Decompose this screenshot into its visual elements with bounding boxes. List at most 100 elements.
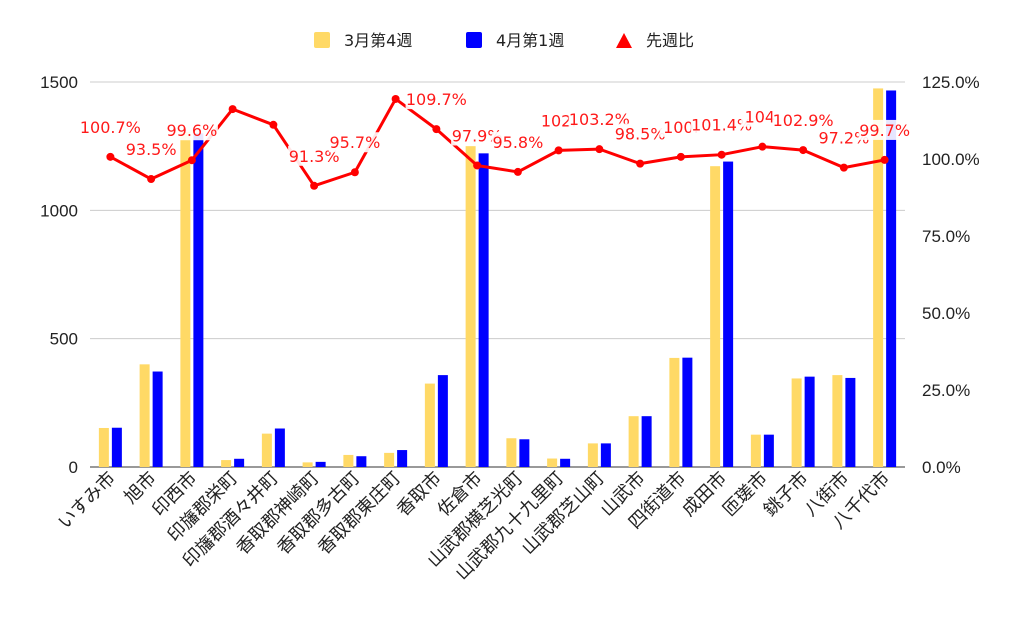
bar: [750, 434, 761, 467]
bar-series: [98, 88, 897, 468]
bar: [641, 416, 652, 467]
bar: [261, 433, 272, 467]
ratio-point: [473, 161, 482, 170]
data-label: 100.7%: [80, 118, 141, 137]
bar: [600, 443, 611, 467]
bar: [234, 458, 245, 467]
data-label-bg: [451, 125, 504, 146]
ratio-point: [513, 167, 522, 176]
bar: [465, 146, 476, 467]
data-label-bg: [79, 116, 142, 137]
right-axis-tick-label: 125.0%: [922, 73, 980, 92]
x-axis: いすみ市 旭市印西市印旛郡栄町印旛郡酒々井町香取郡神崎町香取郡多古町香取郡東庄町香…: [54, 468, 894, 585]
bar: [384, 452, 395, 467]
bar: [845, 377, 856, 467]
bar: [152, 371, 163, 467]
data-label: 101.4%: [691, 116, 752, 135]
legend-swatch: [314, 32, 330, 48]
bar: [221, 460, 232, 467]
bar: [506, 438, 517, 467]
data-label-bg: [288, 145, 341, 166]
data-label: 97.2%: [818, 129, 869, 148]
bar: [682, 357, 693, 467]
bar: [560, 458, 571, 467]
bar: [519, 439, 530, 467]
category-label: 匝瑳市: [719, 468, 772, 521]
bar: [424, 383, 435, 467]
bar: [343, 454, 354, 467]
data-label: 95.7%: [329, 133, 380, 152]
data-label: 109.7%: [406, 90, 467, 109]
data-label-bg: [125, 139, 178, 160]
legend-swatch: [616, 33, 632, 48]
data-label-bg: [858, 119, 911, 140]
bar: [669, 357, 680, 467]
left-axis-tick-label: 500: [50, 330, 78, 349]
data-label: 102.9%: [773, 111, 834, 130]
ratio-point: [391, 94, 400, 103]
data-label: 104.: [745, 108, 781, 127]
data-label-bg: [690, 114, 753, 135]
ratio-point: [147, 175, 156, 184]
left-axis-tick-label: 1500: [40, 73, 78, 92]
right-axis-tick-label: 75.0%: [922, 227, 970, 246]
bar: [587, 443, 598, 467]
bar: [832, 375, 843, 467]
bar: [791, 378, 802, 467]
right-axis-tick-label: 0.0%: [922, 458, 961, 477]
bar: [873, 88, 884, 468]
data-label: 99.7%: [859, 121, 910, 140]
bar: [315, 461, 326, 467]
data-label-bg: [328, 132, 381, 153]
ratio-point: [269, 120, 278, 129]
right-axis: 0.0% 25.0% 50.0% 75.0% 100.0% 125.0%: [922, 73, 980, 477]
bar: [804, 376, 815, 467]
category-label: いすみ市: [54, 468, 120, 534]
bar: [437, 375, 448, 467]
bar: [710, 166, 721, 468]
bar: [628, 416, 639, 467]
data-label-bg: [491, 131, 544, 152]
bar: [723, 161, 734, 468]
bar: [180, 132, 191, 468]
ratio-point: [106, 152, 115, 161]
ratio-point: [187, 156, 196, 165]
bar: [274, 428, 285, 467]
legend-label: 先週比: [646, 31, 694, 50]
legend-label: 3月第4週: [344, 31, 412, 50]
ratio-point: [310, 181, 319, 190]
ratio-line-series: [106, 94, 889, 190]
category-label: 成田市: [678, 468, 731, 521]
bar: [886, 90, 897, 467]
bar: [111, 427, 122, 467]
ratio-point: [350, 168, 359, 177]
data-label: 100.: [663, 118, 699, 137]
ratio-point: [636, 159, 645, 168]
category-label: 銚子市: [760, 468, 813, 521]
left-axis-tick-label: 1000: [40, 201, 78, 220]
category-label: 香取市: [393, 468, 446, 521]
data-label: 93.5%: [126, 140, 177, 159]
data-label: 99.6%: [166, 121, 217, 140]
bar: [193, 133, 204, 468]
ratio-point: [799, 146, 808, 155]
data-label-bg: [165, 120, 218, 141]
ratio-point: [717, 150, 726, 159]
data-label-bg: [614, 123, 667, 144]
bar: [302, 462, 313, 467]
bar: [356, 456, 367, 467]
right-axis-tick-label: 100.0%: [922, 150, 980, 169]
data-label: 97.9%: [452, 126, 503, 145]
legend-swatch: [466, 32, 482, 48]
data-label: 95.8%: [492, 133, 543, 152]
left-axis: 0 500 1000 1500: [40, 73, 78, 477]
data-label-bg: [405, 89, 468, 110]
data-label-bg: [817, 127, 870, 148]
data-label: 102.: [541, 111, 577, 130]
bar: [547, 458, 558, 467]
bar: [98, 427, 109, 467]
ratio-point: [595, 145, 604, 154]
legend-label: 4月第1週: [496, 31, 564, 50]
data-labels: 100.7% 93.5%99.6% 91.3%95.7% 109.7% 97.9%95.…: [79, 89, 911, 166]
